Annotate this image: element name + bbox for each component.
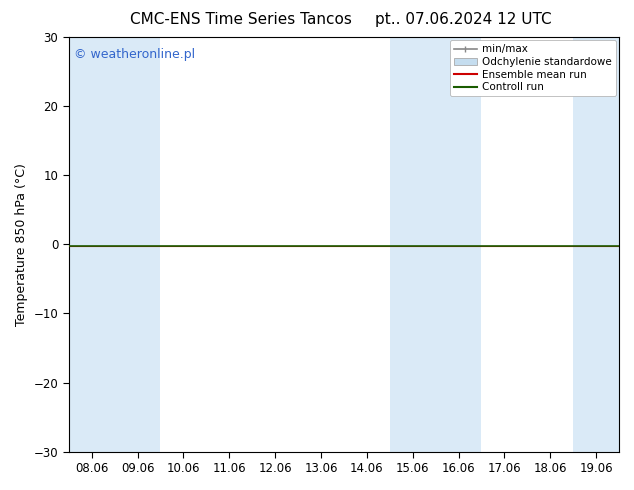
- Bar: [68, 37, 115, 452]
- Bar: [573, 37, 619, 452]
- Y-axis label: Temperature 850 hPa (°C): Temperature 850 hPa (°C): [15, 163, 28, 326]
- Bar: [436, 37, 481, 452]
- Bar: [390, 37, 436, 452]
- Bar: [115, 37, 160, 452]
- Legend: min/max, Odchylenie standardowe, Ensemble mean run, Controll run: min/max, Odchylenie standardowe, Ensembl…: [450, 40, 616, 97]
- Text: CMC-ENS Time Series Tancos: CMC-ENS Time Series Tancos: [130, 12, 352, 27]
- Text: © weatheronline.pl: © weatheronline.pl: [74, 48, 195, 60]
- Text: pt.. 07.06.2024 12 UTC: pt.. 07.06.2024 12 UTC: [375, 12, 551, 27]
